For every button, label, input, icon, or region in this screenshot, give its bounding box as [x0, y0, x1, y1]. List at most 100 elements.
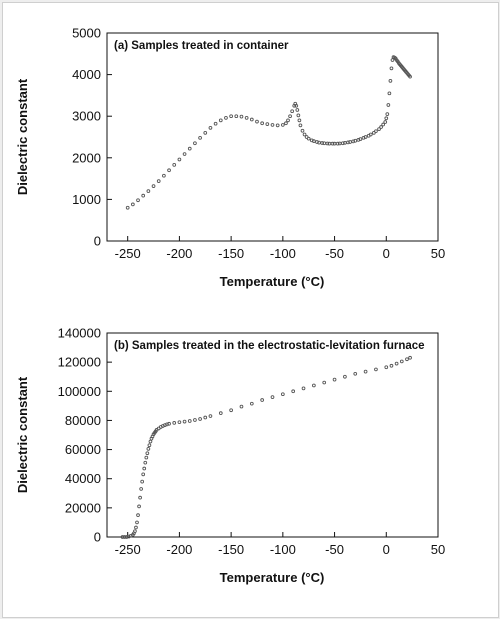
data-point — [386, 103, 391, 107]
data-point — [325, 141, 330, 146]
data-point — [208, 414, 213, 418]
y-tick-label: 1000 — [72, 192, 101, 207]
data-point — [177, 157, 182, 162]
data-point — [203, 415, 208, 420]
data-point — [270, 123, 275, 127]
data-point — [265, 122, 270, 126]
x-tick-label: -250 — [115, 542, 141, 557]
data-point — [249, 401, 254, 406]
data-point — [126, 534, 131, 539]
data-point — [300, 128, 305, 133]
data-point — [381, 122, 386, 127]
data-point — [290, 109, 295, 114]
data-point — [374, 129, 378, 134]
data-point — [295, 108, 300, 112]
data-point — [148, 439, 153, 444]
data-point — [363, 135, 368, 139]
data-point — [218, 118, 223, 123]
x-tick-label: -100 — [270, 246, 296, 261]
data-point — [312, 139, 316, 144]
data-point — [167, 168, 171, 173]
data-point — [346, 140, 350, 145]
data-point — [134, 525, 138, 530]
data-point — [124, 535, 129, 539]
data-point — [163, 423, 167, 427]
data-point — [332, 141, 337, 146]
panel-b-y-axis-label: Dielectric constant — [15, 376, 30, 493]
data-point — [193, 141, 197, 146]
data-point — [136, 513, 140, 517]
panel-b-x-axis-label: Temperature (°C) — [220, 570, 325, 585]
panel-b-x-axis: -250 -200 -150 -100 -50 0 50 — [115, 532, 445, 557]
data-point — [249, 117, 254, 122]
data-point — [131, 202, 135, 207]
data-point — [351, 139, 356, 144]
y-tick-label: 2000 — [72, 150, 101, 165]
x-tick-label: -100 — [270, 542, 296, 557]
data-point — [337, 141, 342, 146]
data-point — [332, 377, 337, 382]
data-point — [383, 120, 388, 124]
data-point — [317, 140, 321, 145]
x-tick-label: 0 — [383, 542, 390, 557]
data-point — [280, 392, 285, 397]
y-tick-label: 4000 — [72, 67, 101, 82]
data-point — [138, 495, 142, 500]
data-point — [286, 118, 290, 123]
data-point — [239, 114, 244, 119]
data-point — [140, 479, 145, 484]
panel-b: (b) Samples treated in the electrostatic… — [15, 326, 445, 586]
data-point — [405, 357, 409, 362]
data-point — [298, 123, 303, 128]
data-point — [385, 112, 390, 116]
data-point — [394, 361, 399, 366]
data-point — [353, 371, 358, 376]
data-point — [358, 137, 363, 141]
data-point — [320, 141, 324, 145]
y-tick-label: 20000 — [65, 500, 101, 515]
data-point — [390, 58, 395, 62]
data-point — [297, 118, 302, 123]
data-point — [224, 116, 228, 120]
data-point — [384, 116, 389, 121]
data-point — [137, 504, 141, 509]
data-point — [322, 141, 327, 146]
x-tick-label: 50 — [431, 542, 445, 557]
data-point — [146, 189, 151, 193]
data-point — [135, 520, 139, 525]
y-tick-label: 140000 — [58, 326, 101, 341]
data-point — [141, 472, 146, 477]
x-tick-label: -50 — [325, 246, 344, 261]
y-tick-label: 3000 — [72, 109, 101, 124]
data-point — [244, 116, 249, 120]
data-point — [234, 114, 239, 119]
data-point — [203, 130, 208, 135]
data-point — [120, 535, 125, 539]
data-point — [363, 369, 368, 374]
data-point — [122, 535, 127, 539]
data-point — [322, 380, 327, 385]
data-point — [133, 529, 137, 534]
y-tick-label: 80000 — [65, 413, 101, 428]
data-point — [330, 141, 335, 146]
data-point — [172, 421, 177, 425]
data-point — [379, 125, 383, 129]
data-point — [193, 418, 197, 422]
data-point — [218, 411, 223, 415]
x-tick-label: -150 — [218, 542, 244, 557]
data-point — [408, 74, 412, 79]
data-point — [377, 127, 381, 131]
data-point — [145, 451, 150, 456]
data-point — [144, 455, 149, 460]
panel-b-plot-area — [106, 332, 439, 538]
data-point — [182, 152, 187, 156]
data-point — [198, 135, 202, 140]
data-point — [143, 460, 148, 465]
y-tick-label: 5000 — [72, 26, 101, 41]
data-point — [335, 141, 340, 146]
data-point — [208, 125, 213, 130]
data-point — [284, 121, 288, 126]
data-point — [136, 198, 140, 203]
data-point — [165, 422, 169, 427]
